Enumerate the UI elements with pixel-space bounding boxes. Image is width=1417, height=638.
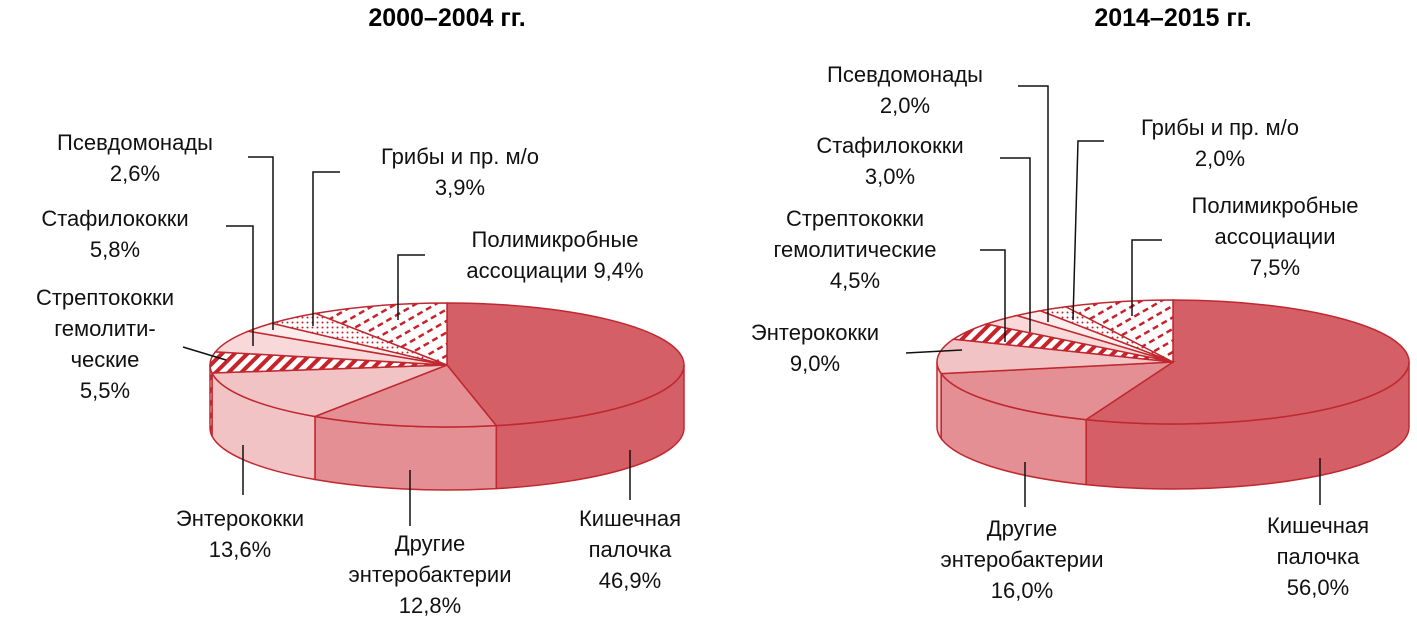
slice-label: Другие энтеробактерии 16,0% xyxy=(862,513,1182,606)
leader-line xyxy=(1018,85,1049,322)
category-label: Кишечная палочка xyxy=(1266,513,1370,569)
pie-slice xyxy=(1063,299,1174,364)
category-label: Полимикробные ассоциации xyxy=(466,227,639,283)
category-label: Стафилококки xyxy=(41,206,189,231)
slice-label: Кишечная палочка 56,0% xyxy=(1158,510,1417,603)
slice-label: Псевдомонады 2,0% xyxy=(745,59,1065,121)
value-label: 7,5% xyxy=(1249,255,1301,280)
value-label: 5,8% xyxy=(89,237,141,262)
value-label: 2,6% xyxy=(109,161,161,186)
leader-line xyxy=(226,225,254,346)
slice-label: Грибы и пр. м/о 3,9% xyxy=(300,141,620,203)
leader-line xyxy=(905,349,963,354)
slice-label: Стафилококки 5,8% xyxy=(0,203,275,265)
leader-line xyxy=(397,254,425,320)
leader-line xyxy=(182,346,227,361)
category-label: Грибы и пр. м/о xyxy=(381,144,539,169)
category-label: Псевдомонады xyxy=(827,62,983,87)
category-label: Стафилококки xyxy=(816,133,964,158)
value-label: 2,0% xyxy=(1194,146,1246,171)
value-label: 46,9% xyxy=(598,568,662,593)
slice-label: Стафилококки 3,0% xyxy=(730,130,1050,192)
category-label: Другие энтеробактерии xyxy=(348,531,512,587)
pie-slice xyxy=(1083,299,1410,425)
category-label: Стрептококки гемолити- ческие xyxy=(35,285,175,372)
value-label: 13,6% xyxy=(208,537,272,562)
leader-line xyxy=(1000,157,1031,332)
chart-title: 2000–2004 гг. xyxy=(368,4,526,32)
category-label: Энтерококки xyxy=(750,320,880,345)
leader-line xyxy=(248,156,274,330)
value-label: 9,0% xyxy=(789,351,841,376)
slice-label: Стрептококки гемолити- ческие 5,5% xyxy=(0,282,265,406)
value-label: 5,5% xyxy=(79,378,131,403)
category-label: Энтерококки xyxy=(175,506,305,531)
pie-slice xyxy=(446,302,685,427)
category-label: Другие энтеробактерии xyxy=(940,516,1104,572)
slice-label: Другие энтеробактерии 12,8% xyxy=(270,528,590,621)
value-label: 16,0% xyxy=(990,578,1054,603)
slice-label: Полимикробные ассоциации 9,4% xyxy=(395,224,715,286)
category-label: Псевдомонады xyxy=(57,130,213,155)
category-label: Стрептококки гемолитические xyxy=(773,206,937,262)
value-label: 12,8% xyxy=(398,593,462,618)
value-label: 56,0% xyxy=(1286,575,1350,600)
slice-label: Кишечная палочка 46,9% xyxy=(470,503,790,596)
slice-label: Псевдомонады 2,6% xyxy=(0,127,295,189)
value-label: 4,5% xyxy=(829,268,881,293)
slice-label: Грибы и пр. м/о 2,0% xyxy=(1060,112,1380,174)
leader-line xyxy=(1072,140,1104,321)
category-label: Кишечная палочка xyxy=(578,506,682,562)
category-label: Полимикробные ассоциации xyxy=(1191,193,1359,249)
value-label: 3,0% xyxy=(864,164,916,189)
value-label: 3,9% xyxy=(434,175,486,200)
leader-line xyxy=(1131,239,1162,316)
value-label: 9,4% xyxy=(593,258,644,283)
chart-title: 2014–2015 гг. xyxy=(1094,4,1252,32)
pie-slice xyxy=(312,302,448,367)
slice-label: Стрептококки гемолитические 4,5% xyxy=(695,203,1015,296)
pie-slice xyxy=(210,364,448,418)
slice-label: Полимикробные ассоциации 7,5% xyxy=(1115,190,1417,283)
pie-slice xyxy=(936,338,1174,375)
slice-label: Энтерококки 9,0% xyxy=(655,317,975,379)
pie-slice xyxy=(939,361,1176,421)
category-label: Грибы и пр. м/о xyxy=(1141,115,1299,140)
pie-slice xyxy=(312,364,498,428)
leader-line xyxy=(312,171,340,326)
slice-label: Энтерококки 13,6% xyxy=(80,503,400,565)
value-label: 2,0% xyxy=(879,93,931,118)
leader-line xyxy=(980,249,1006,342)
